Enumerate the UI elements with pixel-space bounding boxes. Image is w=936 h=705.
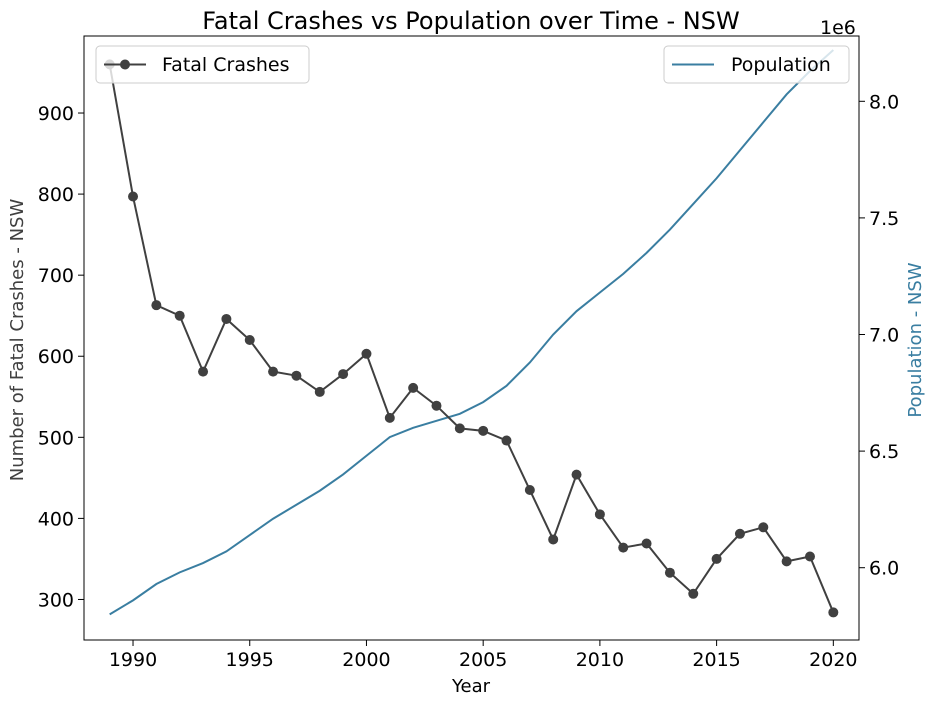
x-tick-label: 2005 bbox=[459, 649, 507, 671]
fatal-crashes-point bbox=[244, 335, 255, 346]
fatal-crashes-point bbox=[641, 538, 652, 549]
fatal-crashes-point bbox=[618, 542, 629, 553]
x-tick-label: 2000 bbox=[342, 649, 390, 671]
fatal-crashes-point bbox=[314, 386, 325, 397]
right-y-tick-label: 7.5 bbox=[869, 208, 899, 230]
fatal-crashes-point bbox=[688, 588, 699, 599]
left-y-tick-label: 300 bbox=[38, 589, 74, 611]
right-y-tick-label: 7.0 bbox=[869, 325, 899, 347]
legend-fatal-crashes-marker bbox=[120, 59, 130, 70]
fatal-crashes-point bbox=[571, 469, 582, 480]
fatal-crashes-point bbox=[501, 435, 512, 446]
left-y-axis: 300 400 500 600 700 800 900 bbox=[38, 103, 84, 611]
legend-population-box bbox=[663, 45, 850, 84]
plot-frame bbox=[83, 35, 860, 641]
fatal-crashes-point bbox=[478, 425, 489, 436]
left-y-tick-label: 400 bbox=[38, 508, 74, 530]
x-tick-label: 2010 bbox=[576, 649, 624, 671]
x-axis: 1990 1995 2000 2005 2010 2015 2020 bbox=[109, 640, 858, 671]
legend-fatal-crashes-label: Fatal Crashes bbox=[162, 54, 290, 76]
fatal-crashes-point bbox=[338, 369, 349, 380]
right-axis-offset-text: 1e6 bbox=[820, 17, 856, 39]
fatal-crashes-point bbox=[524, 485, 535, 496]
left-y-tick-label: 600 bbox=[38, 346, 74, 368]
left-y-tick-label: 900 bbox=[38, 103, 74, 125]
fatal-crashes-point bbox=[828, 607, 839, 618]
fatal-crashes-point bbox=[221, 313, 232, 324]
legend-fatal-crashes-box bbox=[95, 45, 310, 84]
plot-series bbox=[104, 49, 839, 618]
fatal-crashes-point bbox=[198, 366, 209, 377]
legend-population: Population bbox=[663, 45, 850, 84]
x-tick-label: 2020 bbox=[809, 649, 857, 671]
left-y-tick-label: 800 bbox=[38, 184, 74, 206]
fatal-crashes-point bbox=[291, 370, 302, 381]
fatal-crashes-point bbox=[384, 412, 395, 423]
fatal-crashes-point bbox=[781, 556, 792, 567]
left-y-tick-label: 700 bbox=[38, 265, 74, 287]
fatal-crashes-point bbox=[711, 553, 722, 564]
fatal-crashes-line bbox=[108, 64, 835, 613]
fatal-crashes-point bbox=[151, 300, 162, 311]
fatal-crashes-point bbox=[548, 534, 559, 545]
x-axis-label: Year bbox=[451, 676, 491, 697]
right-y-axis-label: Population - NSW bbox=[905, 262, 926, 417]
right-y-tick-label: 8.0 bbox=[869, 91, 899, 113]
x-tick-label: 1995 bbox=[226, 649, 274, 671]
left-y-axis-label: Number of Fatal Crashes - NSW bbox=[7, 199, 28, 482]
fatal-crashes-point bbox=[758, 522, 769, 533]
left-y-tick-label: 500 bbox=[38, 427, 74, 449]
right-y-tick-label: 6.0 bbox=[869, 558, 899, 580]
legend-population-label: Population bbox=[731, 54, 831, 76]
fatal-crashes-point bbox=[128, 191, 139, 202]
chart-title: Fatal Crashes vs Population over Time - … bbox=[202, 7, 739, 35]
fatal-crashes-point bbox=[268, 366, 279, 377]
right-y-tick-label: 6.5 bbox=[869, 441, 899, 463]
fatal-crashes-point bbox=[664, 567, 675, 578]
population-line bbox=[109, 49, 834, 616]
fatal-crashes-point bbox=[734, 528, 745, 539]
fatal-crashes-point bbox=[174, 310, 185, 321]
right-y-axis: 6.0 6.5 7.0 7.5 8.0 bbox=[859, 91, 899, 580]
x-tick-label: 1990 bbox=[109, 649, 157, 671]
fatal-crashes-point bbox=[804, 551, 815, 562]
legend-fatal-crashes: Fatal Crashes bbox=[95, 45, 310, 84]
fatal-crashes-point bbox=[408, 382, 419, 393]
fatal-crashes-point bbox=[431, 400, 442, 411]
fatal-crashes-point bbox=[594, 509, 605, 520]
fatal-crashes-point bbox=[454, 423, 465, 434]
x-tick-label: 2015 bbox=[692, 649, 740, 671]
fatal-crashes-point bbox=[361, 348, 372, 359]
